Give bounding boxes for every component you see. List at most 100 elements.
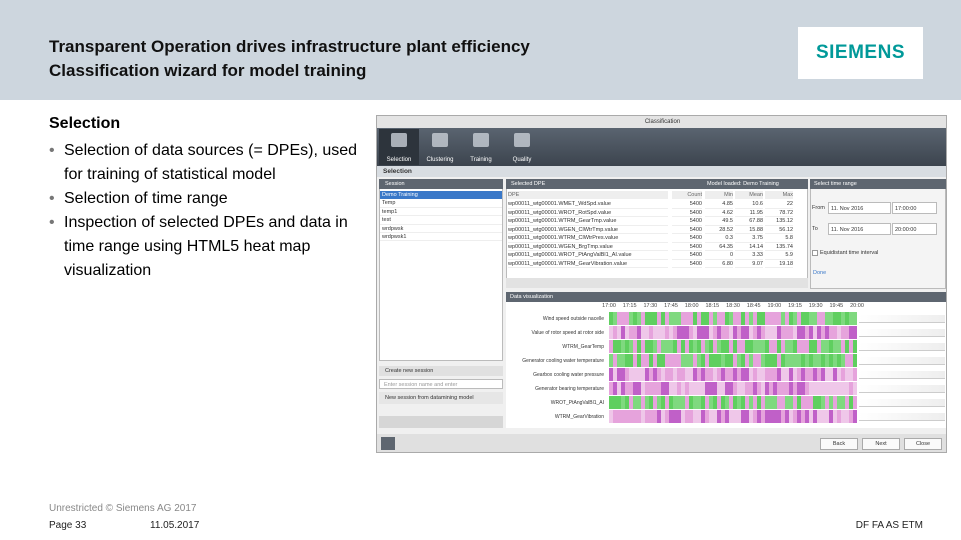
tab-label[interactable]: Training <box>470 157 492 163</box>
tab-icon <box>432 133 448 147</box>
heat-cell <box>737 340 741 353</box>
heat-cell <box>721 340 725 353</box>
button[interactable]: Close <box>904 438 942 450</box>
session-input[interactable]: Enter session name and enter <box>379 379 503 389</box>
heat-cell <box>721 326 725 339</box>
heat-cell <box>717 312 721 325</box>
heat-cell <box>609 326 613 339</box>
heat-cell <box>753 410 757 423</box>
heat-cell <box>733 368 737 381</box>
dpe-cell: wp00011_wtg00001.WTRM_GearVibration.valu… <box>508 260 668 268</box>
heat-cell <box>733 354 737 367</box>
heat-cell <box>649 354 653 367</box>
heat-cell <box>837 312 841 325</box>
heat-cell <box>665 382 669 395</box>
dpe-cell: 28.52 <box>705 226 733 234</box>
heat-cell <box>713 368 717 381</box>
value-bar <box>859 343 945 351</box>
heat-cell <box>761 354 765 367</box>
create-session[interactable]: Create new session <box>379 366 503 376</box>
heat-cell <box>709 312 713 325</box>
session-from-model[interactable]: New session from datamining model <box>379 392 503 404</box>
heat-cell <box>745 312 749 325</box>
heat-cell <box>697 354 701 367</box>
session-item[interactable]: Temp <box>380 199 502 208</box>
heat-cell <box>665 326 669 339</box>
time-field[interactable]: 20:00:00 <box>892 223 937 235</box>
heat-cell <box>637 354 641 367</box>
dpe-cell: 135.12 <box>765 217 793 226</box>
date-field[interactable]: 11. Nov 2016 <box>828 223 891 235</box>
heat-cell <box>625 312 629 325</box>
heat-cell <box>813 326 817 339</box>
heat-cell <box>681 396 685 409</box>
heat-cell <box>729 326 733 339</box>
heat-cell <box>793 312 797 325</box>
session-item[interactable]: wrdpwsk1 <box>380 233 502 242</box>
heat-cell <box>713 382 717 395</box>
heat-cell <box>757 396 761 409</box>
session-item[interactable]: Demo Training <box>380 191 502 200</box>
heat-cell <box>661 326 665 339</box>
heat-cell <box>697 396 701 409</box>
heat-cell <box>825 382 829 395</box>
heat-cell <box>749 368 753 381</box>
dpe-cell: 3.75 <box>735 234 763 243</box>
heat-cell <box>609 410 613 423</box>
time-field[interactable]: 17:00:00 <box>892 202 937 214</box>
checkbox[interactable] <box>812 250 818 256</box>
heat-cell <box>825 326 829 339</box>
heat-cell <box>749 340 753 353</box>
heat-cell <box>725 410 729 423</box>
time-label: To <box>812 226 818 232</box>
heat-cell <box>841 340 845 353</box>
heat-cell <box>609 312 613 325</box>
tab-label[interactable]: Selection <box>386 157 412 163</box>
heat-cell <box>765 326 769 339</box>
heat-cell <box>653 382 657 395</box>
heat-cell <box>633 326 637 339</box>
dpe-cell: 67.88 <box>735 217 763 226</box>
heat-cell <box>621 382 625 395</box>
dpe-cell: 19.18 <box>765 260 793 268</box>
heat-cell <box>801 396 805 409</box>
heat-cell <box>845 368 849 381</box>
session-item[interactable]: temp1 <box>380 208 502 217</box>
heat-cell <box>677 340 681 353</box>
dpe-cell: 5400 <box>672 251 702 260</box>
dpe-cell: 5400 <box>672 226 702 234</box>
heat-cell <box>841 312 845 325</box>
heat-cell <box>773 396 777 409</box>
heat-cell <box>765 410 769 423</box>
heat-cell <box>849 382 853 395</box>
heat-cell <box>717 326 721 339</box>
dpe-cell: 78.72 <box>765 209 793 217</box>
heat-cell <box>729 340 733 353</box>
tab-label[interactable]: Quality <box>512 157 532 163</box>
heat-cell <box>685 410 689 423</box>
button[interactable]: Back <box>820 438 858 450</box>
session-item[interactable]: wrdpwsk <box>380 225 502 233</box>
heat-cell <box>633 410 637 423</box>
heading: Selection <box>49 115 121 132</box>
button[interactable]: Next <box>862 438 900 450</box>
heat-cell <box>737 312 741 325</box>
heat-cell <box>689 326 693 339</box>
heat-cell <box>745 326 749 339</box>
heat-cell <box>821 326 825 339</box>
time-header: Select time range <box>810 179 946 189</box>
heat-cell <box>741 396 745 409</box>
tab-label[interactable]: Clustering <box>426 157 454 163</box>
heat-cell <box>665 368 669 381</box>
heat-cell <box>629 396 633 409</box>
done-link[interactable]: Done <box>813 270 827 276</box>
department: DF FA AS ETM <box>855 520 923 531</box>
heat-cell <box>853 354 857 367</box>
heat-cell <box>817 312 821 325</box>
date-field[interactable]: 11. Nov 2016 <box>828 202 891 214</box>
heat-cell <box>681 354 685 367</box>
heat-cell <box>669 396 673 409</box>
toolbar <box>377 128 946 166</box>
heat-cell <box>749 410 753 423</box>
session-item[interactable]: test <box>380 216 502 225</box>
